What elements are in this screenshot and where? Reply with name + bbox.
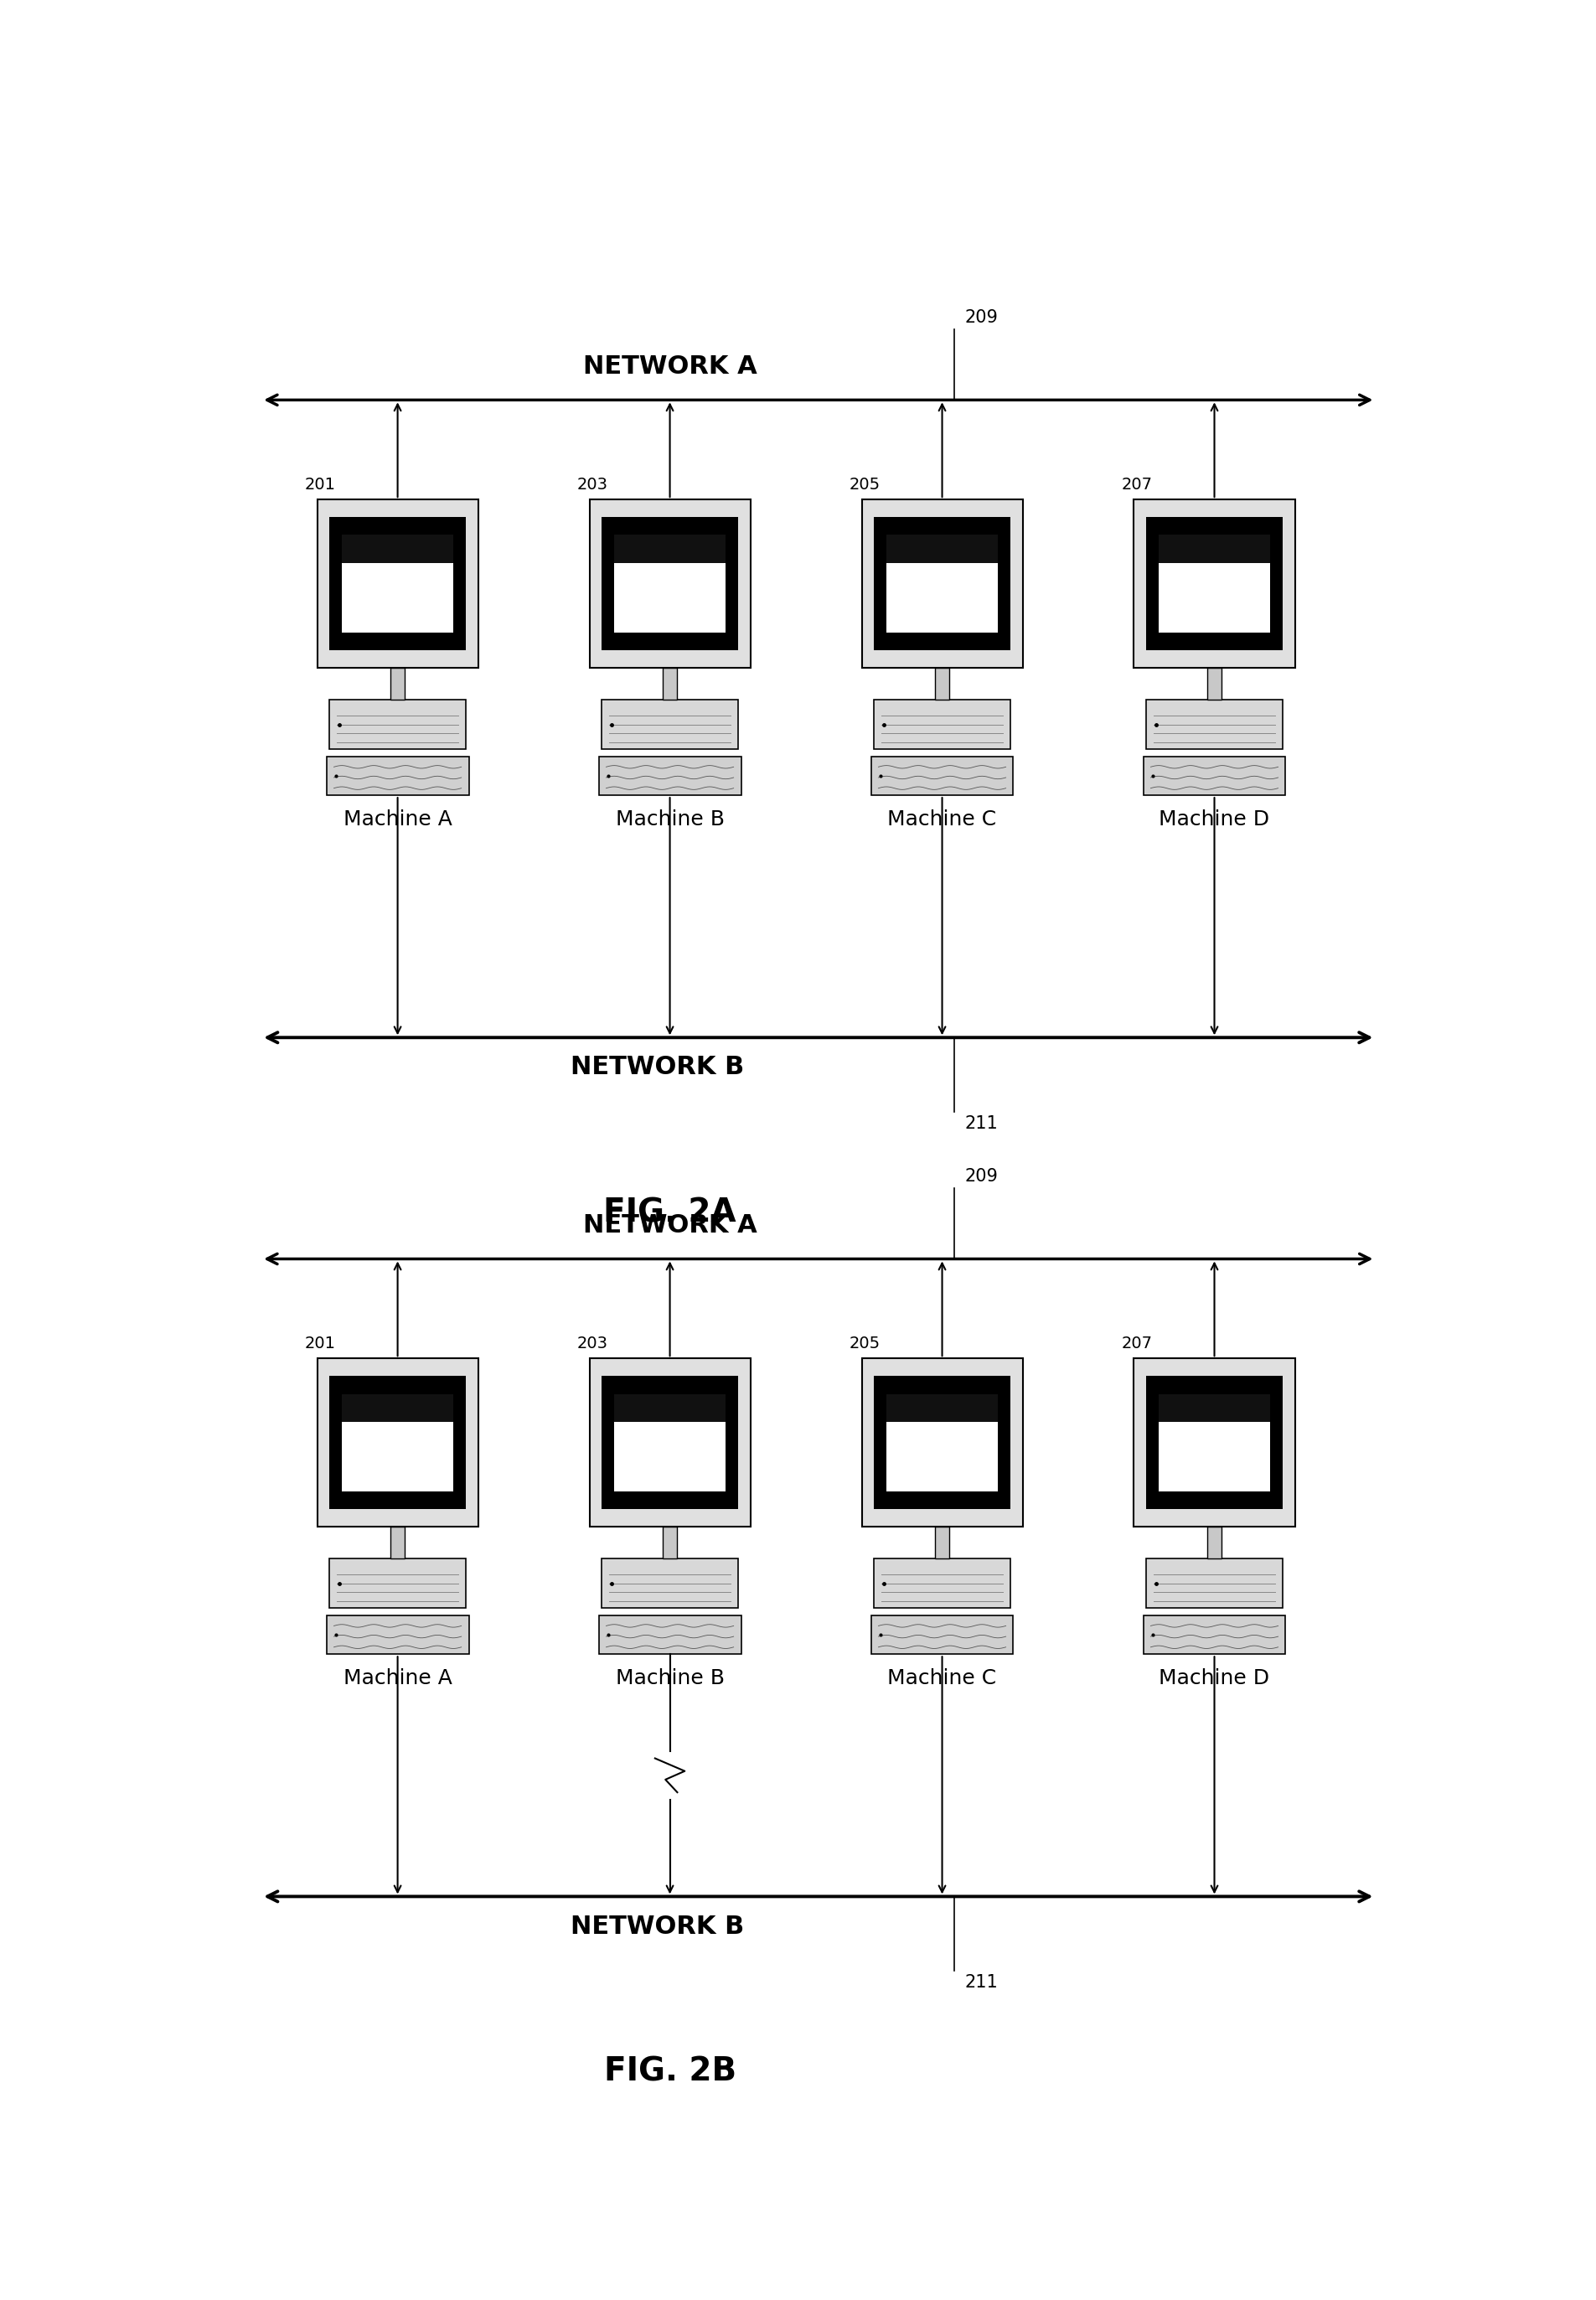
Bar	[598, 757, 741, 796]
Text: NETWORK B: NETWORK B	[570, 1056, 744, 1079]
Bar	[862, 499, 1021, 667]
Bar	[329, 518, 466, 651]
Bar	[598, 1615, 741, 1654]
Text: Machine B: Machine B	[614, 1668, 725, 1688]
Bar	[934, 667, 950, 699]
Bar	[886, 536, 998, 564]
Bar	[614, 536, 725, 564]
Text: 209: 209	[964, 308, 998, 327]
Text: NETWORK B: NETWORK B	[570, 1914, 744, 1939]
Bar	[602, 1375, 737, 1509]
Text: 207: 207	[1120, 1336, 1152, 1352]
Bar	[873, 699, 1010, 750]
Bar	[1159, 1394, 1269, 1421]
Bar	[1207, 1527, 1221, 1559]
Bar	[318, 1359, 477, 1527]
Bar	[342, 536, 453, 564]
Bar	[589, 1359, 750, 1527]
Text: FIG. 2B: FIG. 2B	[603, 2056, 736, 2088]
Bar	[1146, 1375, 1282, 1509]
Bar	[873, 518, 1010, 651]
Bar	[614, 1394, 725, 1421]
Bar	[870, 1615, 1013, 1654]
Bar	[602, 1559, 737, 1608]
Bar	[329, 1375, 466, 1509]
Text: Machine D: Machine D	[1159, 1668, 1269, 1688]
Text: 207: 207	[1120, 476, 1152, 492]
Bar	[602, 699, 737, 750]
Text: NETWORK A: NETWORK A	[583, 354, 757, 380]
Bar	[1159, 1421, 1269, 1490]
Bar	[870, 757, 1013, 796]
Text: Machine A: Machine A	[343, 810, 452, 830]
Bar	[326, 757, 469, 796]
Text: NETWORK A: NETWORK A	[583, 1214, 757, 1237]
Bar	[602, 518, 737, 651]
Bar	[342, 1394, 453, 1421]
Text: 201: 201	[305, 1336, 335, 1352]
Text: 201: 201	[305, 476, 335, 492]
Text: 205: 205	[849, 476, 879, 492]
Bar	[614, 1421, 725, 1490]
Bar	[862, 1359, 1021, 1527]
Bar	[326, 1615, 469, 1654]
Bar	[1133, 1359, 1294, 1527]
Text: 203: 203	[576, 1336, 608, 1352]
Text: Machine C: Machine C	[887, 810, 996, 830]
Bar	[873, 1375, 1010, 1509]
Bar	[589, 499, 750, 667]
Bar	[1146, 1559, 1282, 1608]
Bar	[614, 564, 725, 632]
Bar	[886, 564, 998, 632]
Text: 209: 209	[964, 1168, 998, 1184]
Bar	[389, 667, 405, 699]
Bar	[873, 1559, 1010, 1608]
Bar	[662, 667, 677, 699]
Text: 211: 211	[964, 1116, 998, 1132]
Bar	[342, 564, 453, 632]
Text: 211: 211	[964, 1973, 998, 1992]
Bar	[1159, 564, 1269, 632]
Bar	[934, 1527, 950, 1559]
Text: Machine A: Machine A	[343, 1668, 452, 1688]
Bar	[1146, 699, 1282, 750]
Text: Machine C: Machine C	[887, 1668, 996, 1688]
Bar	[329, 699, 466, 750]
Bar	[342, 1421, 453, 1490]
Bar	[1143, 757, 1285, 796]
Bar	[1159, 536, 1269, 564]
Text: Machine D: Machine D	[1159, 810, 1269, 830]
Bar	[329, 1559, 466, 1608]
Text: 205: 205	[849, 1336, 879, 1352]
Bar	[1207, 667, 1221, 699]
Bar	[389, 1527, 405, 1559]
Bar	[886, 1421, 998, 1490]
Text: 203: 203	[576, 476, 608, 492]
Text: Machine B: Machine B	[614, 810, 725, 830]
Bar	[1146, 518, 1282, 651]
Bar	[886, 1394, 998, 1421]
Bar	[662, 1527, 677, 1559]
Text: FIG. 2A: FIG. 2A	[603, 1196, 736, 1228]
Bar	[318, 499, 477, 667]
Bar	[1133, 499, 1294, 667]
Bar	[1143, 1615, 1285, 1654]
